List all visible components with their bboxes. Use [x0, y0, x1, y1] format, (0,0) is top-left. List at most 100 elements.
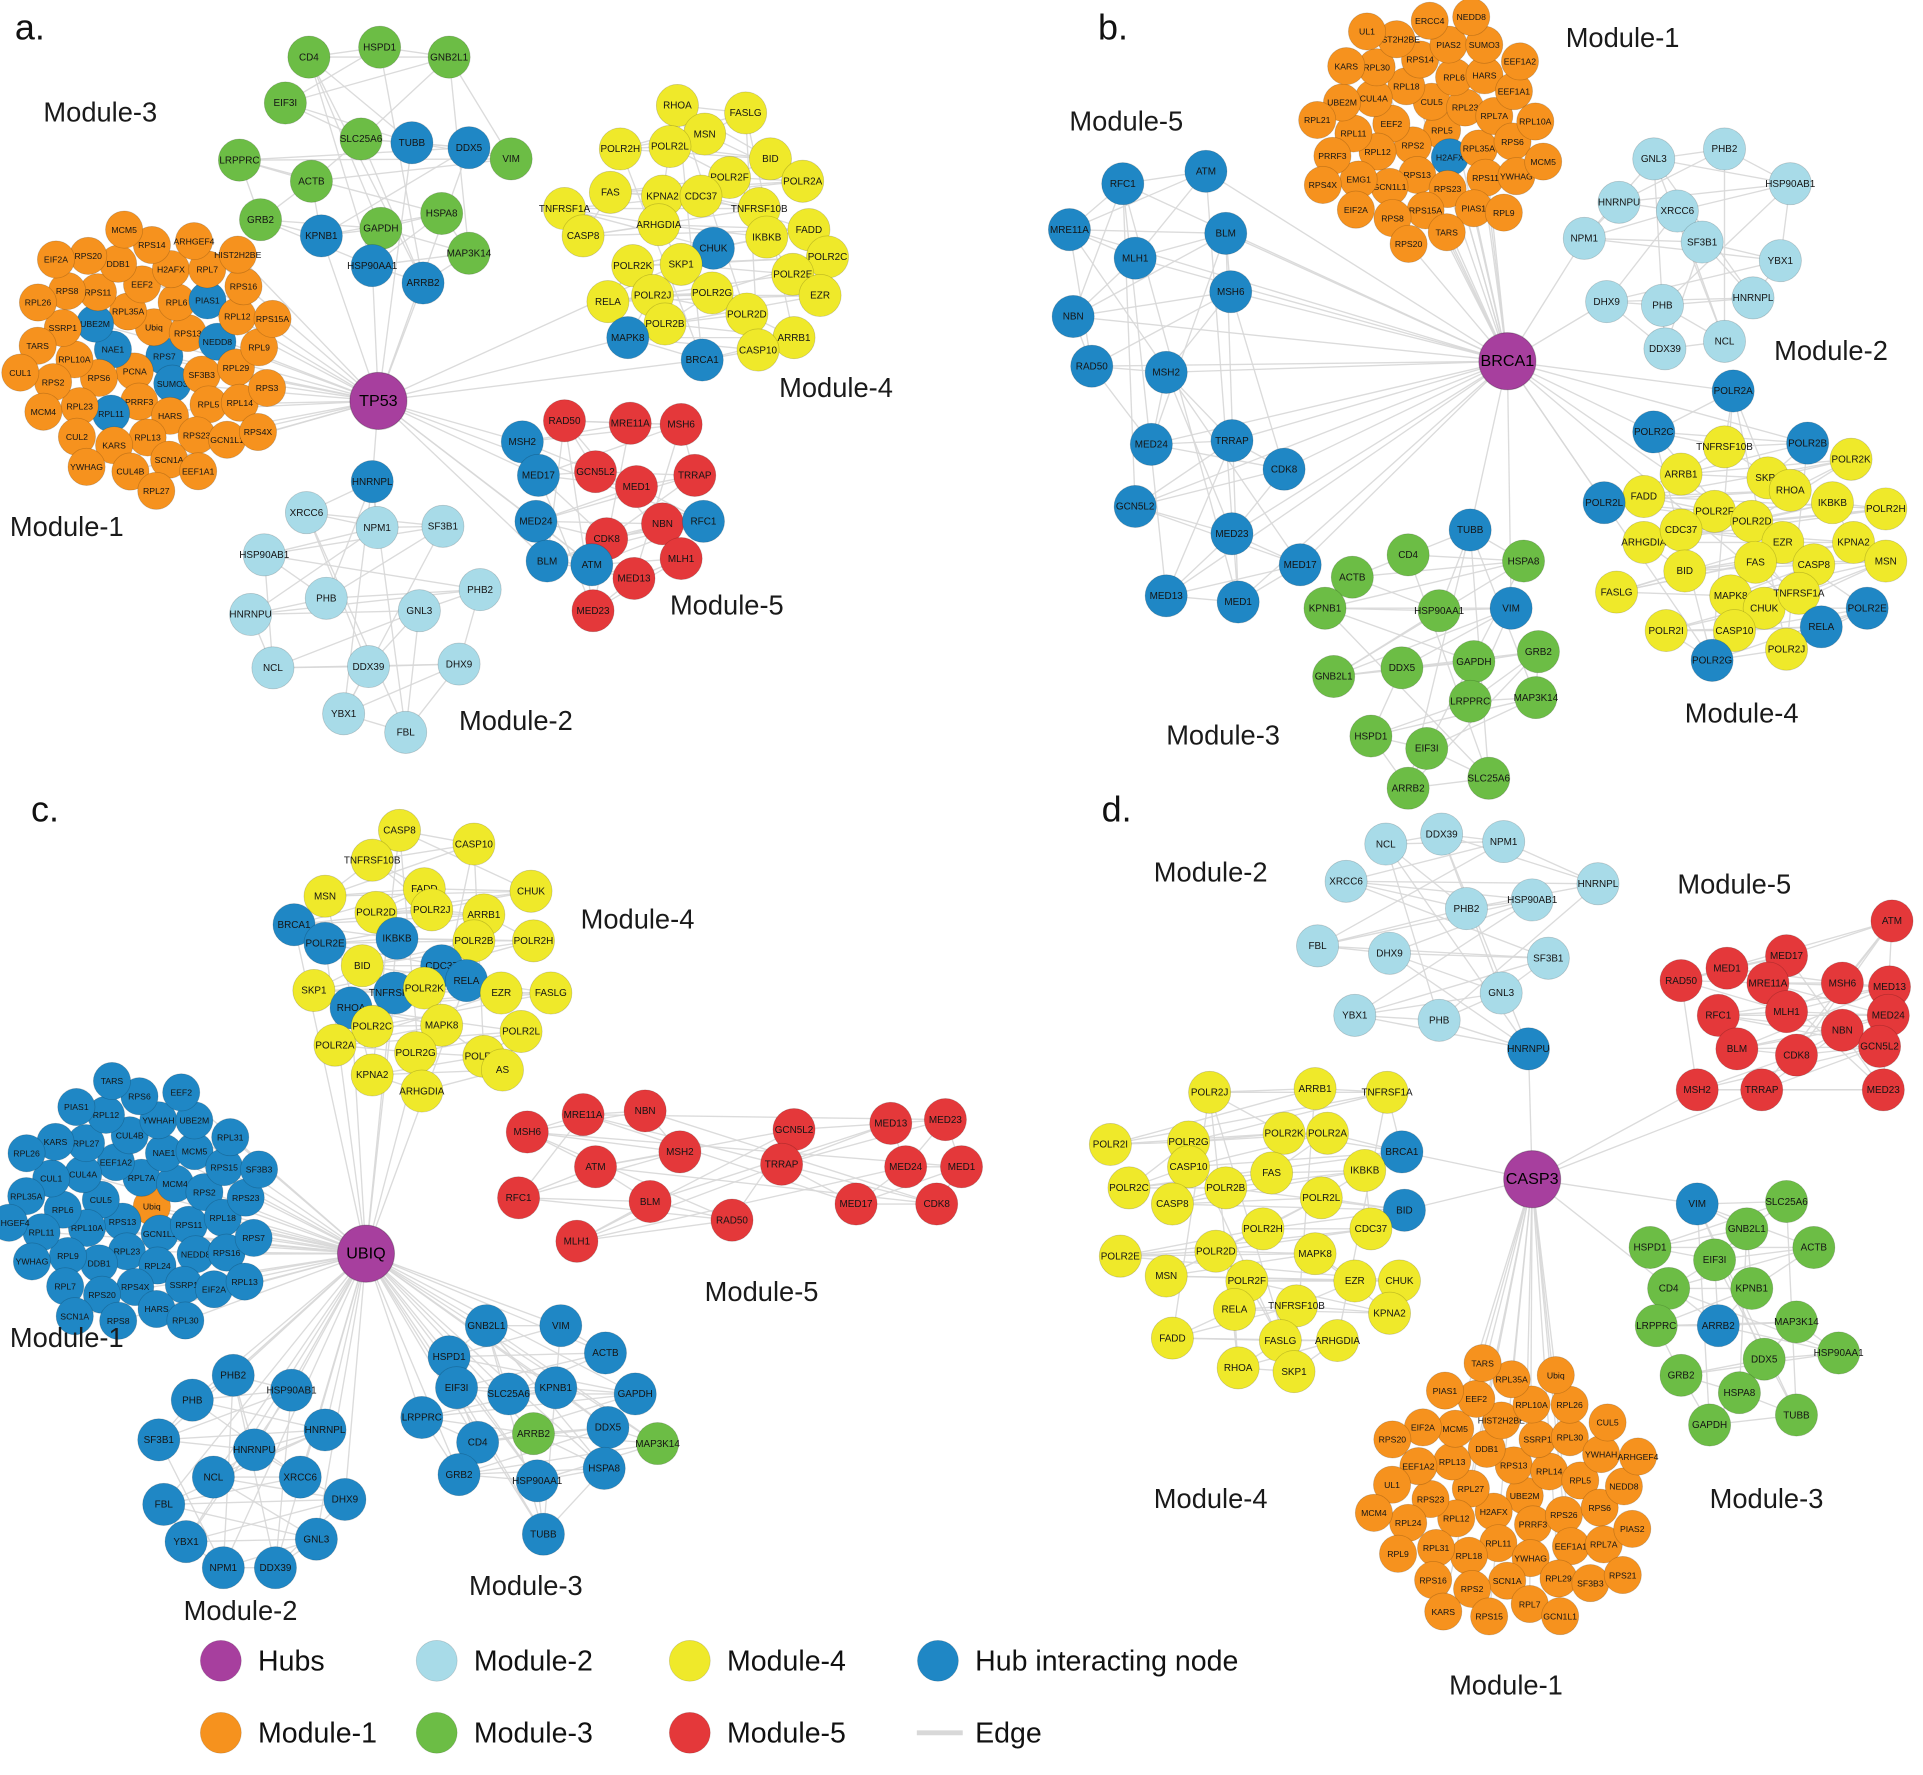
- node-label: RPL7A: [1590, 1540, 1618, 1550]
- network-node: [170, 1378, 214, 1422]
- edge-line: [324, 843, 475, 897]
- node-label: PIAS1: [195, 296, 220, 306]
- edge-line: [1317, 899, 1533, 947]
- network-node: [400, 1069, 444, 1113]
- network-node: [1070, 344, 1114, 388]
- node-label: RPS20: [1379, 1435, 1407, 1445]
- edge-line: [1531, 1089, 1698, 1180]
- edge-line: [518, 1197, 651, 1203]
- node-label: PHB2: [1712, 144, 1738, 155]
- node-label: NCL: [1376, 839, 1396, 850]
- node-label: VIM: [552, 1321, 570, 1332]
- node-label: EEF2: [1465, 1394, 1487, 1404]
- node-label: XRCC6: [1329, 877, 1363, 888]
- network-node: [1655, 189, 1699, 233]
- node-label: MCM5: [182, 1146, 208, 1156]
- node-label: HSPD1: [433, 1352, 467, 1363]
- node-label: POLR2I: [1649, 626, 1684, 637]
- edge-line: [250, 526, 378, 615]
- network-node: [375, 916, 419, 960]
- edge-line: [1346, 880, 1533, 901]
- node-label: DHX9: [446, 659, 473, 670]
- network-node: [242, 533, 286, 577]
- node-label: SSRP1: [170, 1280, 199, 1290]
- node-label: MAP3K14: [1514, 693, 1559, 704]
- node-label: RPL35A: [10, 1191, 43, 1201]
- network-node: [571, 589, 615, 633]
- node-label: TARS: [26, 341, 49, 351]
- edge-line: [1225, 232, 1508, 362]
- node-label: RPS6: [1588, 1503, 1611, 1513]
- network-node: [534, 1366, 578, 1410]
- network-node: [1482, 1401, 1521, 1440]
- node-label: RPL12: [93, 1110, 120, 1120]
- node-label: POLR2L: [651, 142, 689, 153]
- node-label: YBX1: [173, 1537, 199, 1548]
- node-label: TUBB: [1783, 1410, 1810, 1421]
- network-node: [1696, 993, 1740, 1037]
- network-node: [350, 838, 394, 882]
- network-node: [1250, 1151, 1294, 1195]
- network-node: [420, 1003, 464, 1047]
- node-label: RFC1: [1110, 179, 1136, 190]
- node-label: HSP90AB1: [1765, 179, 1816, 190]
- node-label: MSH6: [1829, 978, 1857, 989]
- network-node: [1500, 42, 1539, 81]
- network-node: [598, 127, 642, 171]
- edge-line: [1389, 952, 1549, 959]
- node-label: CDK8: [593, 534, 620, 545]
- network-node: [1167, 1145, 1211, 1189]
- network-node: [1510, 878, 1554, 922]
- module-label: Module-4: [1154, 1483, 1268, 1514]
- network-node: [1768, 162, 1812, 206]
- network-node: [690, 271, 734, 315]
- network-node: [1216, 580, 1260, 624]
- node-label: FADD: [1631, 492, 1657, 503]
- node-label: RPL27: [143, 486, 170, 496]
- node-label: MCM5: [111, 225, 137, 235]
- node-label: TNFRSF10B: [731, 204, 788, 215]
- network-node: [1774, 1033, 1818, 1077]
- network-node: [1241, 1207, 1285, 1251]
- node-label: IKBKB: [1350, 1166, 1380, 1177]
- node-label: TNFRSF1A: [369, 988, 421, 999]
- network-node: [401, 261, 445, 305]
- network-node: [611, 244, 655, 288]
- network-node: [18, 326, 57, 365]
- edge-line: [1073, 291, 1231, 318]
- network-node: [294, 1517, 338, 1561]
- node-label: HSPA8: [588, 1464, 620, 1475]
- node-label: HSPD1: [363, 42, 397, 53]
- node-label: EIF2A: [1411, 1423, 1435, 1433]
- edge-line: [1346, 880, 1598, 885]
- panel-label: d.: [1102, 789, 1132, 830]
- network-node: [1373, 1420, 1412, 1459]
- node-label: GNB2L1: [1315, 672, 1353, 683]
- node-label: GCN1L1: [210, 435, 244, 445]
- network-node: [1643, 327, 1687, 371]
- edge-line: [620, 148, 771, 160]
- node-label: PCNA: [123, 367, 147, 377]
- network-node: [1832, 520, 1875, 564]
- network-node: [1333, 1259, 1377, 1303]
- network-node: [410, 888, 454, 932]
- module-label: Module-5: [1677, 869, 1791, 900]
- node-label: VIM: [1688, 1199, 1706, 1210]
- node-label: PHB2: [1454, 904, 1480, 915]
- network-node: [1703, 425, 1746, 469]
- node-label: AS: [496, 1065, 510, 1076]
- network-node: [299, 214, 343, 258]
- node-label: CASP10: [1715, 626, 1753, 637]
- network-node: [1516, 630, 1560, 674]
- node-label: EEF2: [131, 280, 153, 290]
- node-label: SKP1: [1755, 473, 1781, 484]
- network-node: [1740, 1068, 1784, 1112]
- edge-line: [538, 423, 682, 477]
- network-node: [1306, 1111, 1349, 1155]
- node-label: PRRF3: [125, 397, 154, 407]
- node-label: RPL27: [73, 1138, 100, 1148]
- network-node: [164, 1520, 208, 1564]
- node-label: RPS16: [1419, 1575, 1447, 1585]
- legend-label: Module-2: [474, 1646, 593, 1678]
- edge-line: [1345, 880, 1549, 959]
